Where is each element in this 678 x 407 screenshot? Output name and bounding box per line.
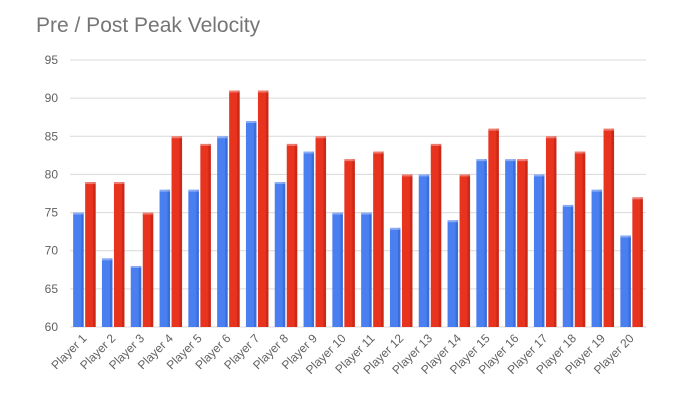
pre-bar xyxy=(130,265,142,327)
y-axis-ticks: 60 65 70 75 80 85 90 95 xyxy=(45,53,59,334)
pre-bar xyxy=(101,258,113,327)
post-bar xyxy=(142,212,154,327)
pre-bar xyxy=(389,227,401,327)
y-tick-label: 75 xyxy=(45,206,59,220)
post-bar xyxy=(85,182,96,327)
post-bar xyxy=(603,128,615,327)
post-bar xyxy=(315,136,327,327)
post-bar xyxy=(517,159,528,327)
y-tick-label: 85 xyxy=(45,129,59,143)
post-bar xyxy=(200,143,211,327)
pre-bar xyxy=(217,136,228,327)
post-bar xyxy=(344,159,355,327)
pre-bar xyxy=(591,189,603,327)
pre-bar xyxy=(274,182,286,327)
post-bar xyxy=(545,136,557,327)
y-tick-label: 80 xyxy=(45,167,59,181)
post-bar xyxy=(459,174,471,327)
y-tick-label: 60 xyxy=(45,320,59,334)
pre-bar xyxy=(418,174,430,327)
post-bar xyxy=(401,174,413,327)
pre-bar xyxy=(505,159,516,327)
post-bar xyxy=(574,151,586,327)
pre-bar xyxy=(188,189,199,327)
pre-bar xyxy=(245,121,257,328)
pre-bar xyxy=(332,212,343,327)
y-tick-label: 70 xyxy=(45,244,59,258)
post-bar xyxy=(430,143,442,327)
bars xyxy=(73,90,643,328)
pre-bar xyxy=(303,151,315,327)
pre-bar xyxy=(159,189,171,327)
y-tick-label: 65 xyxy=(45,282,59,296)
post-bar xyxy=(488,128,499,327)
pre-bar xyxy=(562,204,574,327)
post-bar xyxy=(632,197,643,327)
pre-bar xyxy=(447,220,459,327)
post-bar xyxy=(286,143,298,327)
chart-title: Pre / Post Peak Velocity xyxy=(36,14,261,37)
pre-bar xyxy=(476,159,487,327)
gridlines xyxy=(70,59,646,328)
pre-bar xyxy=(620,235,631,327)
pre-bar xyxy=(533,174,545,327)
pre-bar xyxy=(73,212,84,327)
pre-bar xyxy=(361,212,372,327)
y-tick-label: 90 xyxy=(45,91,59,105)
post-bar xyxy=(171,136,183,327)
post-bar xyxy=(373,151,384,327)
post-bar xyxy=(229,90,240,327)
y-tick-label: 95 xyxy=(45,53,59,67)
post-bar xyxy=(257,90,269,327)
post-bar xyxy=(113,182,125,327)
